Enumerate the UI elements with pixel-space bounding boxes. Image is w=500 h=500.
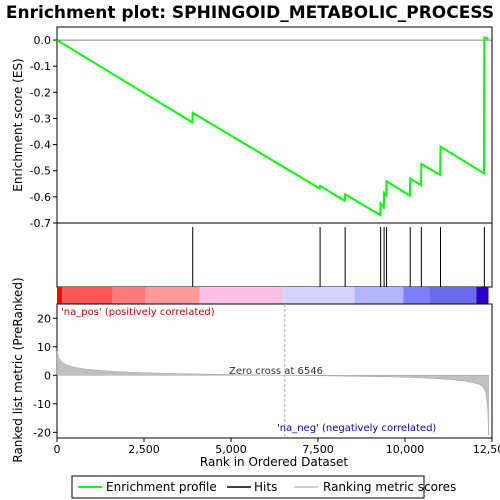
metric-y-tick-label: 20 [37,312,51,325]
metric-y-tick-label: -10 [33,398,51,411]
colorbar-segment [283,287,354,304]
x-tick-label: 10,000 [386,443,425,456]
colorbar-segment [429,287,476,304]
metric-y-tick-label: -20 [33,426,51,439]
metric-y-axis: 20 10 0 -10 -20 [33,312,57,439]
x-tick-label: 0 [54,443,61,456]
es-y-tick-label: -0.4 [30,139,51,152]
legend-hits-label: Hits [254,480,277,494]
legend: Enrichment profile Hits Ranking metric s… [72,476,456,498]
colorbar-segment [200,287,284,304]
es-y-tick-label: -0.2 [30,86,51,99]
enrichment-profile-line [57,37,489,215]
legend-metric-label: Ranking metric scores [323,480,456,494]
positive-correlation-label: 'na_pos' (positively correlated) [61,307,215,318]
es-y-tick-label: 0.0 [34,34,52,47]
x-axis-title: Rank in Ordered Dataset [200,455,348,469]
es-y-tick-label: -0.5 [30,165,51,178]
es-y-tick-label: -0.1 [30,60,51,73]
metric-y-tick-label: 10 [37,341,51,354]
colorbar-segment [403,287,429,304]
enrichment-profile-series [57,37,489,215]
legend-profile-label: Enrichment profile [106,480,217,494]
zero-cross-label: Zero cross at 6546 [229,366,323,377]
x-tick-label: 12,500 [473,443,500,456]
colorbar-segment [146,287,200,304]
chart-title: Enrichment plot: SPHINGOID_METABOLIC_PRO… [6,3,494,23]
metric-y-axis-title: Ranked list metric (PreRanked) [11,277,25,462]
colorbar-segment [476,287,488,304]
es-y-axis-title: Enrichment score (ES) [11,58,25,191]
es-y-tick-label: -0.7 [30,217,51,230]
hits-panel-frame [57,223,492,287]
colorbar-segment [57,287,62,304]
colorbar-segment [62,287,112,304]
hits-series [193,227,485,287]
x-tick-label: 2,500 [128,443,160,456]
es-panel-frame [57,27,492,223]
metric-annotations: Zero cross at 6546 'na_pos' (positively c… [61,307,436,434]
metric-y-tick-label: 0 [44,369,51,382]
negative-correlation-label: 'na_neg' (negatively correlated) [277,423,436,434]
colorbar-segment [113,287,146,304]
es-y-tick-label: -0.6 [30,191,51,204]
colorbar-segment [355,287,404,304]
es-y-tick-label: -0.3 [30,112,51,125]
es-y-axis: 0.0 -0.1 -0.2 -0.3 -0.4 -0.5 -0.6 -0.7 [30,34,57,230]
rank-colorbar [57,287,489,304]
